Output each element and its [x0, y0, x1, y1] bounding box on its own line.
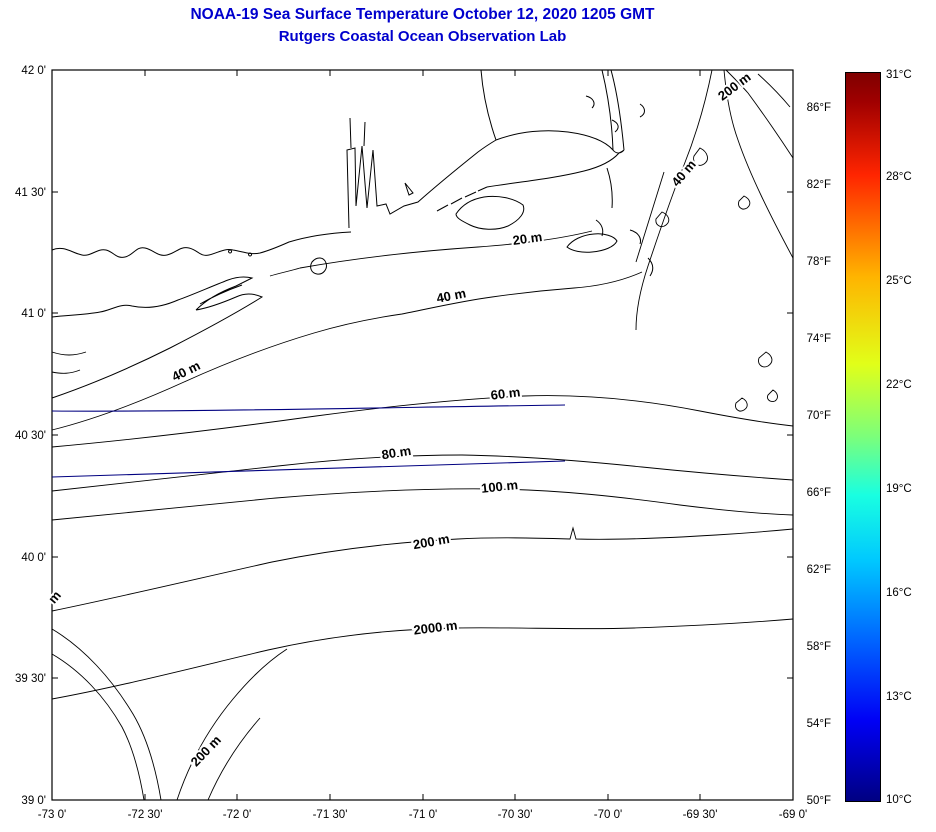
x-axis-labels: -73 0' -72 30' -72 0' -71 30' -71 0' -70… — [38, 809, 807, 821]
celsius-label: 28°C — [886, 171, 912, 183]
figure-title: NOAA-19 Sea Surface Temperature October … — [190, 6, 655, 23]
x-tick-label: -71 30' — [313, 809, 348, 821]
celsius-label: 16°C — [886, 587, 912, 599]
contour-label: 40 m — [169, 358, 202, 384]
coastline-connecticut-rhode-island — [51, 117, 497, 258]
fahrenheit-label: 62°F — [807, 564, 831, 576]
contour-labels: 200 m 40 m 20 m 40 m 40 m 60 m 80 m 100 … — [43, 67, 755, 771]
y-tick-label: 41 0' — [21, 308, 46, 320]
contour-40m — [51, 271, 643, 431]
coastline-long-island — [51, 276, 264, 399]
fahrenheit-label: 66°F — [807, 487, 831, 499]
right-tick-marks — [787, 69, 793, 801]
contour-label: m — [45, 588, 64, 606]
axis-ticks — [51, 69, 794, 801]
fahrenheit-label: 86°F — [807, 102, 831, 114]
x-tick-label: -71 0' — [409, 809, 437, 821]
fahrenheit-label: 74°F — [807, 333, 831, 345]
coastline-detail-squiggles — [228, 95, 654, 277]
fahrenheit-label: 78°F — [807, 256, 831, 268]
contour-label: 60 m — [490, 384, 521, 403]
contour-200m — [51, 526, 794, 612]
y-tick-label: 41 30' — [15, 187, 46, 199]
x-tick-label: -69 30' — [683, 809, 718, 821]
celsius-label: 13°C — [886, 691, 912, 703]
coastlines — [51, 69, 654, 399]
bottom-tick-marks — [51, 794, 794, 800]
transect-line-south — [51, 460, 566, 478]
colorbar-gradient — [845, 72, 881, 802]
y-tick-label: 39 30' — [15, 673, 46, 685]
contour-label: 100 m — [480, 477, 518, 496]
transect-line-north — [51, 404, 566, 412]
celsius-label: 31°C — [886, 69, 912, 81]
contour-label: 20 m — [512, 229, 543, 248]
contours-east-of-cape — [635, 69, 794, 412]
contour-80m — [51, 454, 794, 492]
x-tick-label: -70 30' — [498, 809, 533, 821]
figure-subtitle: Rutgers Coastal Ocean Observation Lab — [278, 28, 567, 45]
x-tick-label: -69 0' — [779, 809, 807, 821]
coastline-elizabeth-islands — [436, 186, 488, 212]
fahrenheit-label: 54°F — [807, 718, 831, 730]
y-tick-label: 39 0' — [21, 795, 46, 807]
left-tick-marks — [52, 69, 58, 801]
fahrenheit-label: 82°F — [807, 179, 831, 191]
celsius-label: 19°C — [886, 483, 912, 495]
x-tick-label: -72 0' — [223, 809, 251, 821]
contour-20m — [269, 230, 593, 277]
contour-100m — [51, 488, 794, 521]
celsius-label: 10°C — [886, 794, 912, 806]
celsius-label: 22°C — [886, 379, 912, 391]
celsius-label: 25°C — [886, 275, 912, 287]
contours-hudson-canyon — [51, 628, 288, 801]
colorbar-celsius-labels: 31°C 28°C 25°C 22°C 19°C 16°C 13°C 10°C — [886, 69, 912, 806]
top-tick-marks — [51, 70, 794, 76]
fahrenheit-label: 58°F — [807, 641, 831, 653]
y-tick-label: 42 0' — [21, 65, 46, 77]
x-tick-label: -72 30' — [128, 809, 163, 821]
x-tick-label: -73 0' — [38, 809, 66, 821]
y-tick-label: 40 30' — [15, 430, 46, 442]
y-axis-labels: 42 0' 41 30' 41 0' 40 30' 40 0' 39 30' 3… — [15, 65, 46, 807]
bathymetry-contours — [51, 69, 794, 801]
fahrenheit-label: 70°F — [807, 410, 831, 422]
contour-label: 40 m — [435, 285, 467, 305]
contour-2000m — [51, 618, 794, 700]
fahrenheit-label: 50°F — [807, 795, 831, 807]
contour-60m — [51, 395, 794, 448]
contours-misc-left — [51, 351, 87, 374]
coastline-massachusetts-cape-cod — [480, 69, 625, 209]
contour-label: 80 m — [380, 443, 412, 462]
contour-label: 200 m — [715, 69, 753, 103]
contour-label: 2000 m — [413, 617, 459, 637]
contour-label: 200 m — [412, 531, 451, 552]
coastline-islands — [310, 195, 618, 275]
transect-lines — [51, 404, 566, 478]
x-tick-label: -70 0' — [594, 809, 622, 821]
y-tick-label: 40 0' — [21, 552, 46, 564]
colorbar-fahrenheit-labels: 86°F 82°F 78°F 74°F 70°F 66°F 62°F 58°F … — [807, 102, 831, 807]
